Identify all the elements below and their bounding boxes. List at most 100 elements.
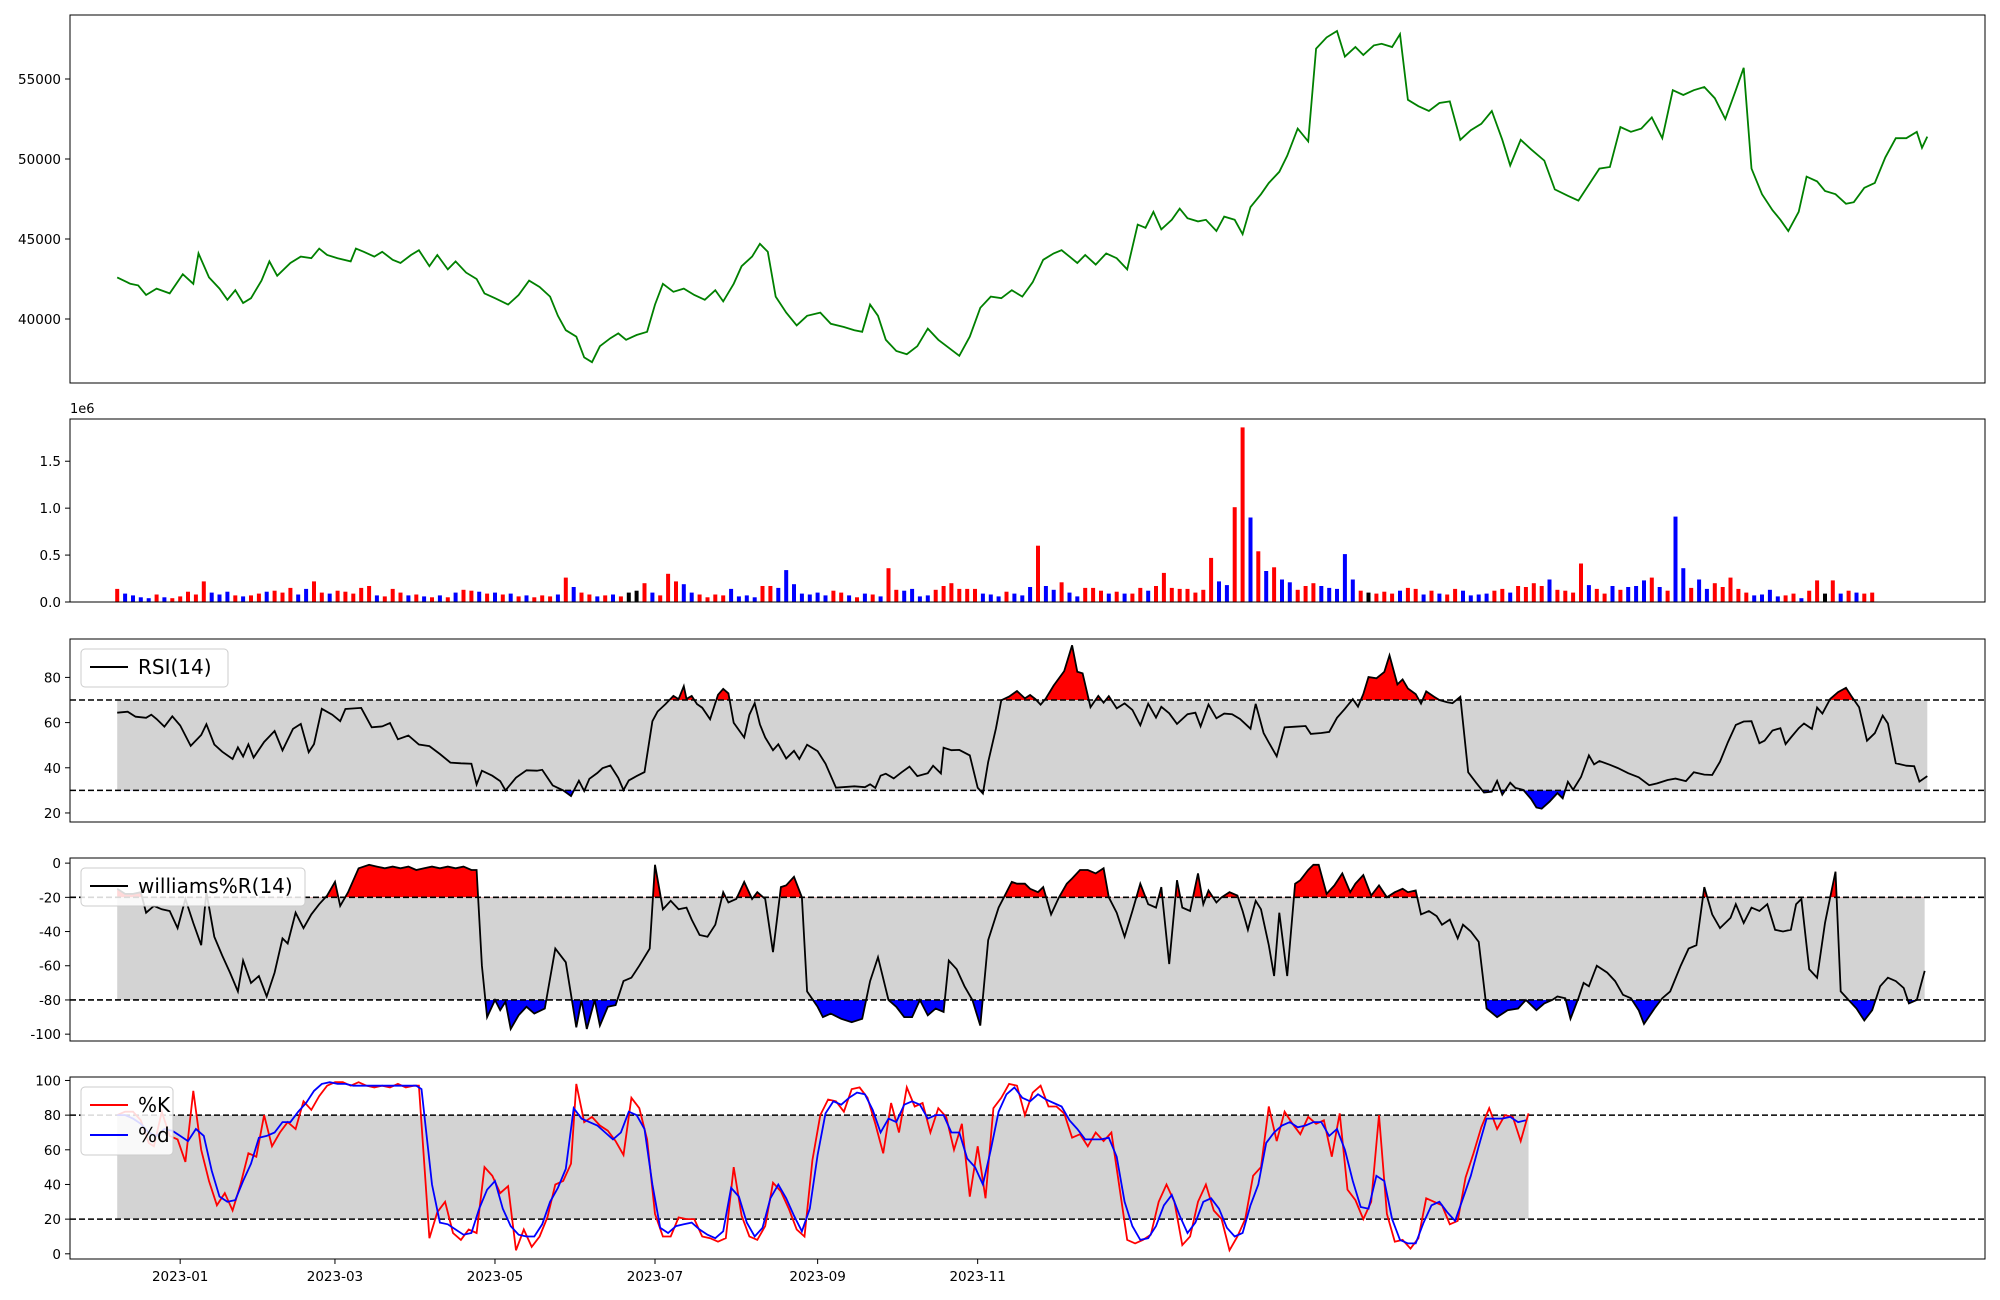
volume-bar <box>1043 586 1048 602</box>
volume-bar <box>115 588 120 602</box>
volume-bar <box>1791 593 1796 602</box>
volume-bar <box>304 588 309 602</box>
volume-bar <box>925 595 930 602</box>
volume-bar <box>1823 593 1827 602</box>
volume-bar <box>1854 592 1859 602</box>
volume-bar <box>374 595 379 602</box>
volume-bar <box>430 597 434 602</box>
volume-bar <box>1830 580 1835 602</box>
volume-bar <box>1461 590 1465 602</box>
volume-bar <box>170 598 175 602</box>
legend-label: RSI(14) <box>138 655 212 679</box>
volume-bar <box>1059 582 1064 602</box>
volume-bar <box>1421 594 1426 602</box>
volume-bar <box>1091 587 1096 602</box>
volume-bar <box>1051 589 1056 602</box>
volume-bar <box>1468 595 1473 602</box>
volume-bar <box>264 591 269 602</box>
volume-bar <box>1319 586 1324 602</box>
volume-bar <box>256 593 261 602</box>
volume-bar <box>878 596 883 602</box>
volume-bar <box>1602 593 1607 602</box>
volume-bar <box>1571 592 1576 602</box>
volume-bar <box>729 588 734 602</box>
volume-bar <box>359 587 364 602</box>
volume-bar <box>1445 594 1450 602</box>
volume-bar <box>768 586 773 602</box>
volume-bar <box>469 590 474 602</box>
volume-bar <box>1146 590 1151 602</box>
volume-bar <box>823 595 828 602</box>
d-line <box>117 1081 1527 1245</box>
volume-bar <box>186 591 190 602</box>
volume-bar <box>603 595 608 602</box>
volume-bar <box>461 589 466 602</box>
volume-bar <box>500 594 505 602</box>
volume-bar <box>1657 587 1662 602</box>
volume-bar <box>1217 581 1221 602</box>
volume-bar <box>1083 587 1088 602</box>
plot-frame <box>69 14 1986 384</box>
volume-bar <box>658 595 663 602</box>
y-tick-label: 60 <box>44 716 61 732</box>
volume-bar <box>280 592 285 602</box>
neutral-band <box>117 897 1925 1000</box>
plot-frame <box>69 857 1986 1042</box>
volume-bar <box>1280 579 1284 602</box>
volume-bar <box>776 587 781 602</box>
volume-bar <box>713 594 718 602</box>
volume-bar <box>571 587 576 602</box>
volume-bar <box>1067 592 1072 602</box>
volume-bar <box>532 597 537 602</box>
price-line <box>116 29 1929 364</box>
volume-bar <box>1382 591 1387 602</box>
neutral-band <box>117 700 1928 791</box>
volume-bar <box>335 590 340 602</box>
volume-bar <box>540 595 545 602</box>
volume-bar <box>563 577 568 602</box>
volume-bar <box>831 590 836 602</box>
volume-bar <box>807 594 812 602</box>
volume-bar <box>1256 551 1261 602</box>
volume-bar <box>343 591 348 602</box>
volume-bar <box>1358 590 1363 602</box>
volume-bar <box>1287 582 1292 602</box>
volume-bar <box>1311 583 1316 602</box>
y-tick-label: -20 <box>39 890 61 906</box>
volume-bar <box>1500 588 1505 602</box>
volume-bar <box>1264 571 1269 602</box>
volume-bar <box>949 583 954 602</box>
volume-bar <box>154 594 159 602</box>
volume-bar <box>784 570 789 602</box>
volume-bar <box>1594 588 1599 602</box>
volume-bar <box>319 592 324 602</box>
volume-bar <box>1177 588 1182 602</box>
volume-bar <box>1783 595 1788 602</box>
volume-bar <box>650 592 655 602</box>
volume-bar <box>1815 580 1820 602</box>
volume-bar <box>485 593 490 602</box>
volume-bar <box>241 596 246 602</box>
volume-bar <box>674 581 678 602</box>
volume-bar <box>996 596 1001 602</box>
y-tick-label: -100 <box>30 1027 61 1043</box>
volume-bar <box>847 595 852 602</box>
volume-bar <box>1689 587 1694 602</box>
volume-bar <box>138 597 143 602</box>
y-tick-label: 50000 <box>18 152 61 168</box>
volume-bar <box>453 592 458 602</box>
y-tick-label: 55000 <box>18 72 61 88</box>
y-tick-label: -80 <box>39 993 61 1009</box>
volume-bar <box>1846 590 1851 602</box>
volume-bar <box>146 598 151 602</box>
y-tick-label: 0.0 <box>40 595 61 611</box>
volume-bar <box>1366 592 1371 602</box>
volume-bar <box>1673 516 1678 602</box>
volume-bar <box>1547 579 1552 602</box>
volume-bar <box>1342 554 1347 602</box>
volume-bar <box>1484 593 1489 602</box>
volume-bar <box>1224 585 1229 602</box>
volume-bar <box>1523 587 1528 602</box>
volume-bar <box>1209 557 1214 602</box>
volume-bar <box>193 594 198 602</box>
